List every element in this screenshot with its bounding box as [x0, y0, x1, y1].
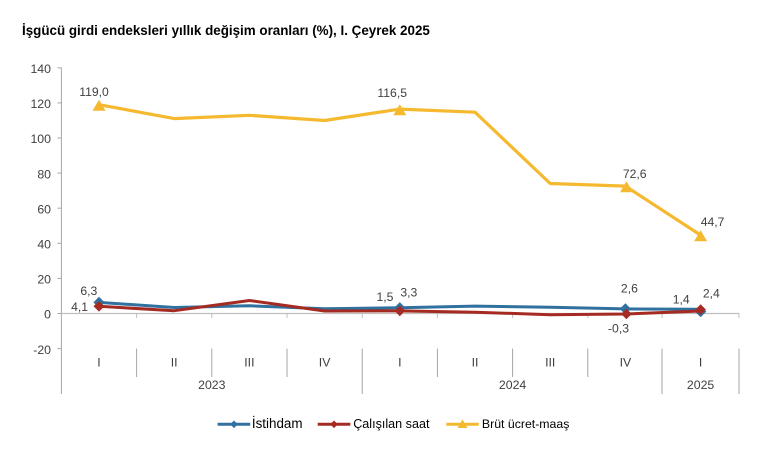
svg-text:60: 60: [37, 202, 51, 216]
svg-text:Brüt ücret-maaş: Brüt ücret-maaş: [482, 417, 569, 431]
svg-text:120: 120: [30, 97, 51, 111]
svg-text:3,3: 3,3: [400, 286, 417, 300]
svg-text:40: 40: [37, 238, 51, 252]
svg-text:116,5: 116,5: [377, 86, 407, 100]
svg-text:72,6: 72,6: [623, 167, 647, 181]
svg-text:İstihdam: İstihdam: [252, 416, 303, 431]
svg-text:1,4: 1,4: [673, 293, 690, 307]
svg-text:6,3: 6,3: [80, 284, 97, 298]
svg-text:IV: IV: [620, 356, 632, 370]
svg-text:140: 140: [30, 62, 51, 76]
svg-text:Çalışılan saat: Çalışılan saat: [353, 417, 430, 431]
svg-text:2023: 2023: [198, 378, 226, 392]
svg-text:2025: 2025: [687, 378, 715, 392]
svg-text:4,1: 4,1: [71, 300, 88, 314]
svg-text:II: II: [171, 356, 178, 370]
svg-text:I: I: [699, 356, 702, 370]
svg-text:20: 20: [37, 273, 51, 287]
svg-text:-20: -20: [33, 343, 51, 357]
svg-text:I: I: [398, 356, 401, 370]
svg-text:1,5: 1,5: [377, 290, 394, 304]
svg-text:-0,3: -0,3: [608, 322, 629, 336]
svg-text:I: I: [97, 356, 100, 370]
svg-text:III: III: [244, 356, 254, 370]
svg-text:119,0: 119,0: [79, 85, 109, 99]
svg-text:III: III: [545, 356, 555, 370]
svg-text:100: 100: [30, 132, 51, 146]
svg-text:II: II: [472, 356, 479, 370]
svg-text:44,7: 44,7: [701, 215, 725, 229]
svg-text:0: 0: [44, 308, 51, 322]
svg-text:2,4: 2,4: [703, 287, 720, 301]
svg-text:80: 80: [37, 167, 51, 181]
svg-text:2,6: 2,6: [621, 282, 638, 296]
svg-text:IV: IV: [319, 356, 331, 370]
svg-text:2024: 2024: [499, 378, 527, 392]
svg-text:İşgücü girdi endeksleri yıllık: İşgücü girdi endeksleri yıllık değişim o…: [22, 23, 430, 38]
